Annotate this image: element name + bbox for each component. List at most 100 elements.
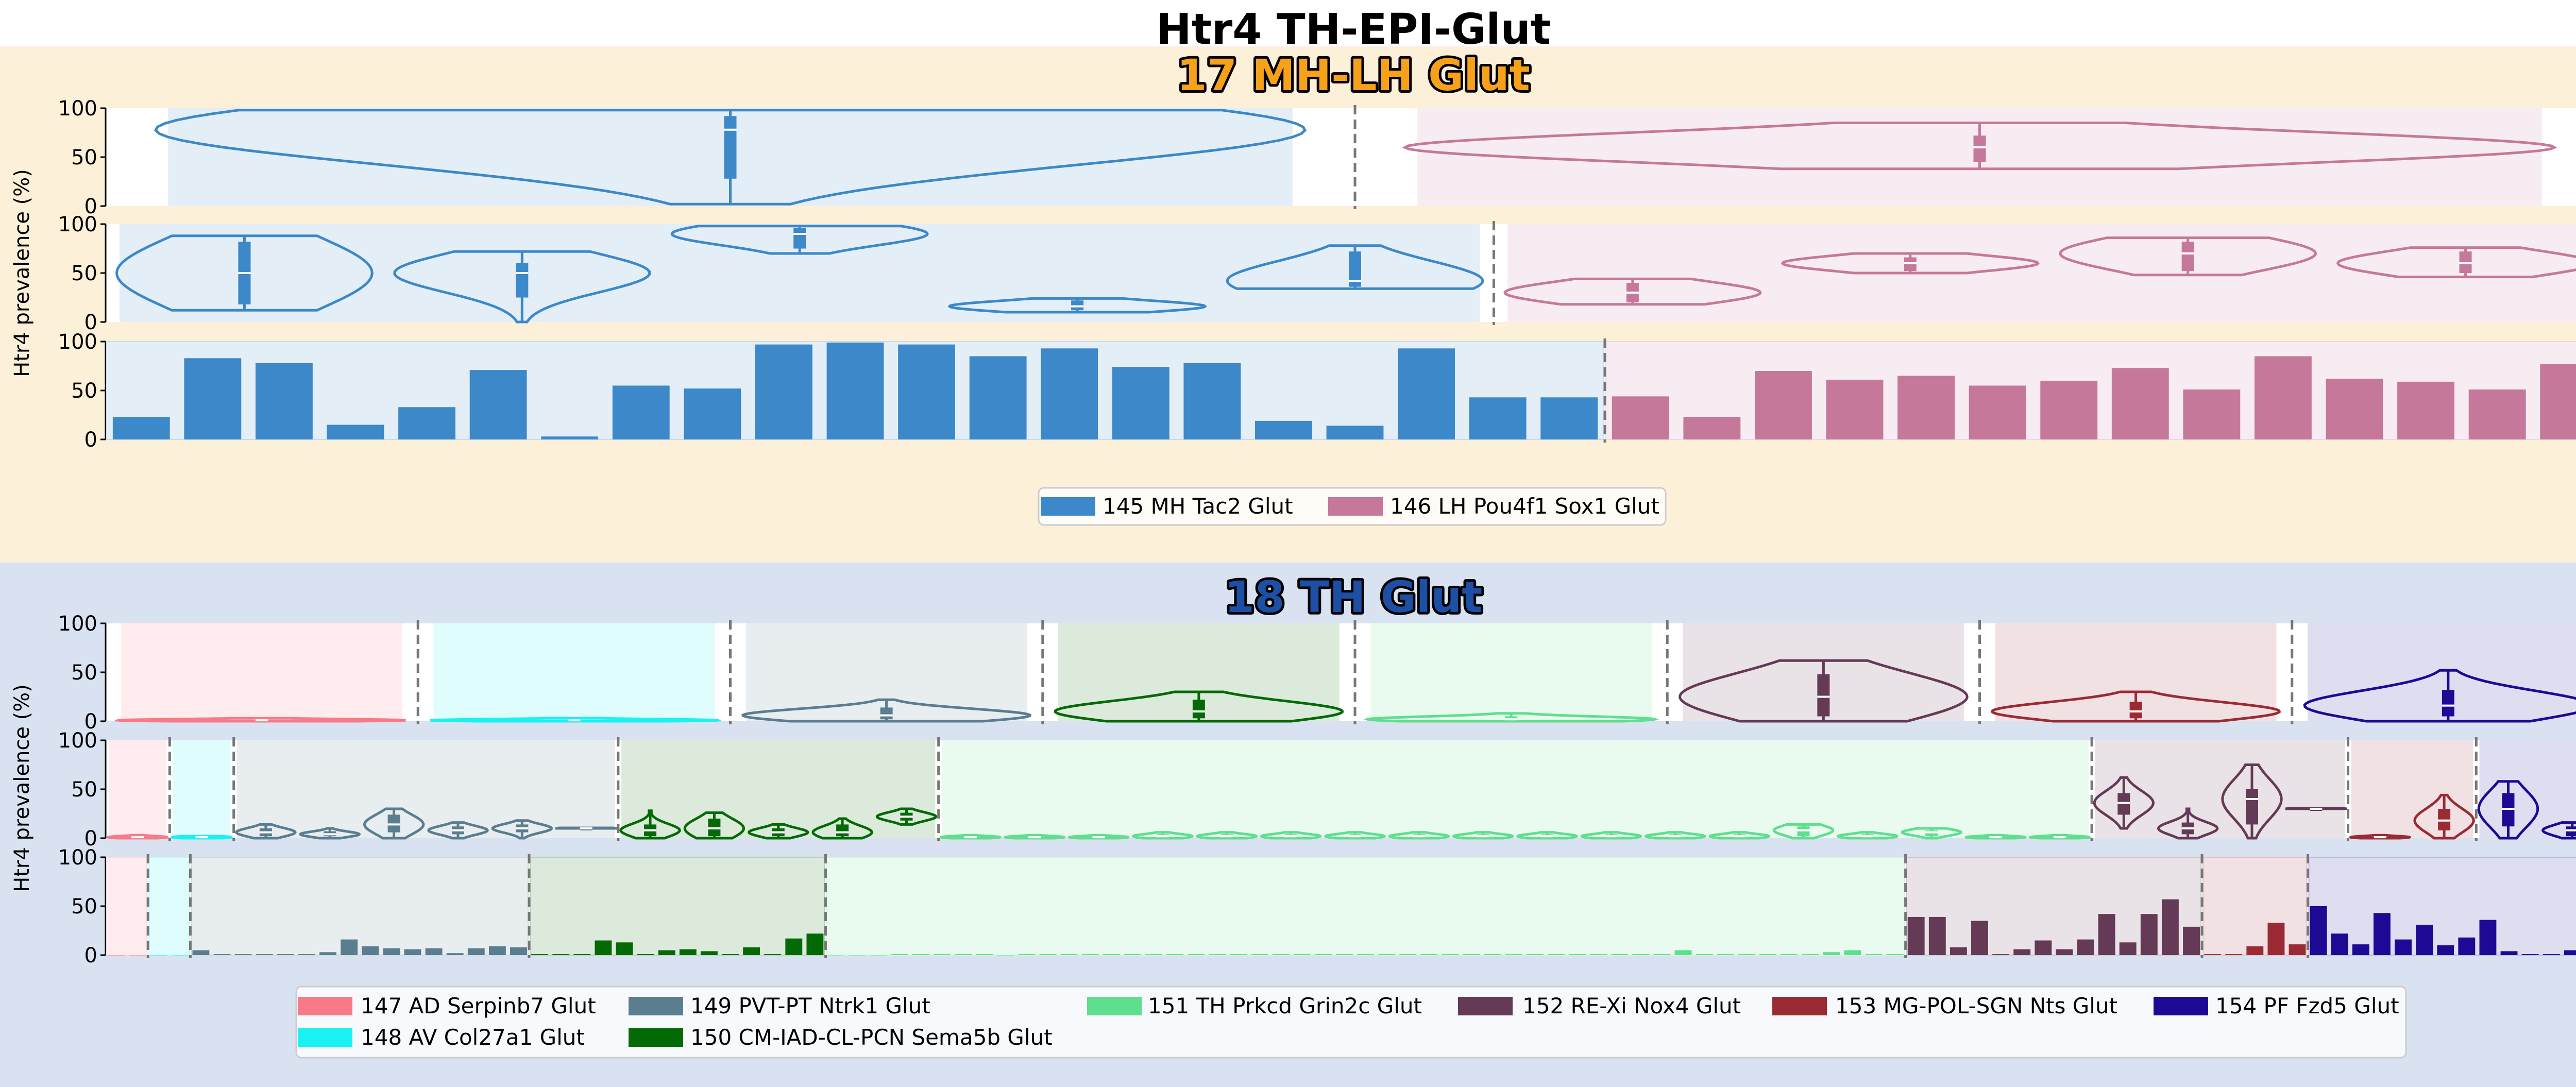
violin-outline <box>1580 831 1642 840</box>
bar <box>1336 954 1353 955</box>
legend-swatch-149 <box>629 997 683 1015</box>
bar <box>1183 363 1241 439</box>
legend-swatch-145 <box>1041 497 1095 516</box>
bar <box>2437 945 2454 955</box>
bar <box>806 933 824 955</box>
group-title-17: 17 MH-LH Glut <box>1177 50 1530 100</box>
legend-swatch-148 <box>298 1028 352 1047</box>
violin-outline <box>115 234 374 312</box>
bar <box>658 950 675 955</box>
legend-label-149: 149 PVT-PT Ntrk1 Glut <box>690 993 930 1018</box>
violin-outline <box>1054 690 1344 723</box>
panel-4-ytick-label: 0 <box>84 827 97 851</box>
bar <box>755 344 812 439</box>
bar <box>171 955 189 956</box>
ylabel-group-18: Htr4 prevalence (%) <box>10 684 34 892</box>
bar <box>955 954 972 955</box>
bar <box>2267 923 2285 955</box>
violin-iqr-box <box>2181 242 2194 271</box>
violin-outline <box>491 819 553 840</box>
legend-swatch-150 <box>629 1028 683 1047</box>
bar <box>1505 954 1522 955</box>
bar <box>531 954 549 955</box>
violin-outline <box>2413 793 2475 840</box>
class-band <box>2351 740 2473 838</box>
bar <box>1865 954 1883 955</box>
violin-outline <box>2349 834 2412 840</box>
bar <box>1755 371 1812 439</box>
violin-outline <box>1388 831 1450 840</box>
bar <box>1378 954 1396 955</box>
bar <box>1398 348 1455 439</box>
bar <box>612 385 670 439</box>
panel-5-ytick-label: 0 <box>84 944 97 967</box>
class-band <box>106 857 148 956</box>
panel-5-ytick-label: 50 <box>71 895 97 919</box>
bar <box>1683 417 1741 439</box>
legend-17: 145 MH Tac2 Glut 146 LH Pou4f1 Sox1 Glut <box>1038 487 1667 526</box>
class-band <box>1370 623 1652 721</box>
bar <box>898 344 955 439</box>
bar <box>1112 367 1170 439</box>
bar <box>1469 397 1527 439</box>
bar <box>1971 921 1988 955</box>
class-band <box>191 857 529 956</box>
bar <box>1611 954 1629 955</box>
violin-outline <box>1516 831 1579 840</box>
bar <box>446 953 464 955</box>
bar <box>870 955 887 956</box>
bar <box>2040 381 2098 439</box>
bar <box>341 939 358 955</box>
class-band <box>2308 623 2576 721</box>
violin-outline <box>741 698 1032 723</box>
panel-2-ytick-label: 100 <box>58 330 97 354</box>
bar <box>1209 954 1226 955</box>
bar <box>743 947 760 955</box>
bar <box>1018 954 1036 955</box>
bar <box>1526 954 1544 955</box>
bar <box>2098 914 2115 955</box>
violin-iqr-box <box>724 116 737 179</box>
bar <box>319 952 337 955</box>
violin-outline <box>1196 831 1258 840</box>
violin-outline <box>1644 831 1706 840</box>
violin-outline <box>670 225 929 255</box>
bar <box>213 954 231 955</box>
violin-outline <box>1067 834 1130 840</box>
class-band <box>941 740 2089 838</box>
bar <box>2543 954 2560 955</box>
legend-18: 147 AD Serpinb7 Glut 148 AV Col27a1 Glut… <box>295 986 2407 1059</box>
legend-swatch-146 <box>1328 497 1383 516</box>
panel-0-ytick-label: 100 <box>58 97 97 121</box>
bar <box>1738 954 1755 955</box>
bar <box>510 947 527 955</box>
violin-outline <box>875 807 938 826</box>
bar <box>2326 379 2383 439</box>
panel-3: 0 50 100 <box>58 612 2576 734</box>
bar <box>2255 356 2312 439</box>
violin-iqr-box <box>836 824 849 837</box>
bar <box>1272 954 1290 955</box>
violin-outline <box>430 717 723 723</box>
bar <box>1103 954 1120 955</box>
panel-2-ytick-label: 50 <box>71 379 97 403</box>
violin-outline <box>1708 831 1771 840</box>
bar <box>1145 954 1162 955</box>
violin-iqr-box <box>2442 690 2454 717</box>
bar <box>256 954 273 955</box>
bar <box>1293 954 1311 955</box>
violin-outline <box>2093 776 2155 830</box>
bar <box>541 436 599 439</box>
legend-swatch-153 <box>1772 997 1827 1015</box>
bar <box>552 954 570 955</box>
violin-outline <box>299 827 361 840</box>
bar <box>616 942 633 955</box>
panel-4-ytick-label: 50 <box>71 778 97 802</box>
violin-outline <box>1226 244 1484 290</box>
legend-label-153: 153 MG-POL-SGN Nts Glut <box>1835 993 2117 1018</box>
bar <box>2204 954 2222 955</box>
violin-outline <box>1131 831 1194 840</box>
legend-label-150: 150 CM-IAD-CL-PCN Sema5b Glut <box>690 1025 1053 1050</box>
violin-outline <box>747 823 809 840</box>
legend-swatch-152 <box>1458 997 1513 1015</box>
